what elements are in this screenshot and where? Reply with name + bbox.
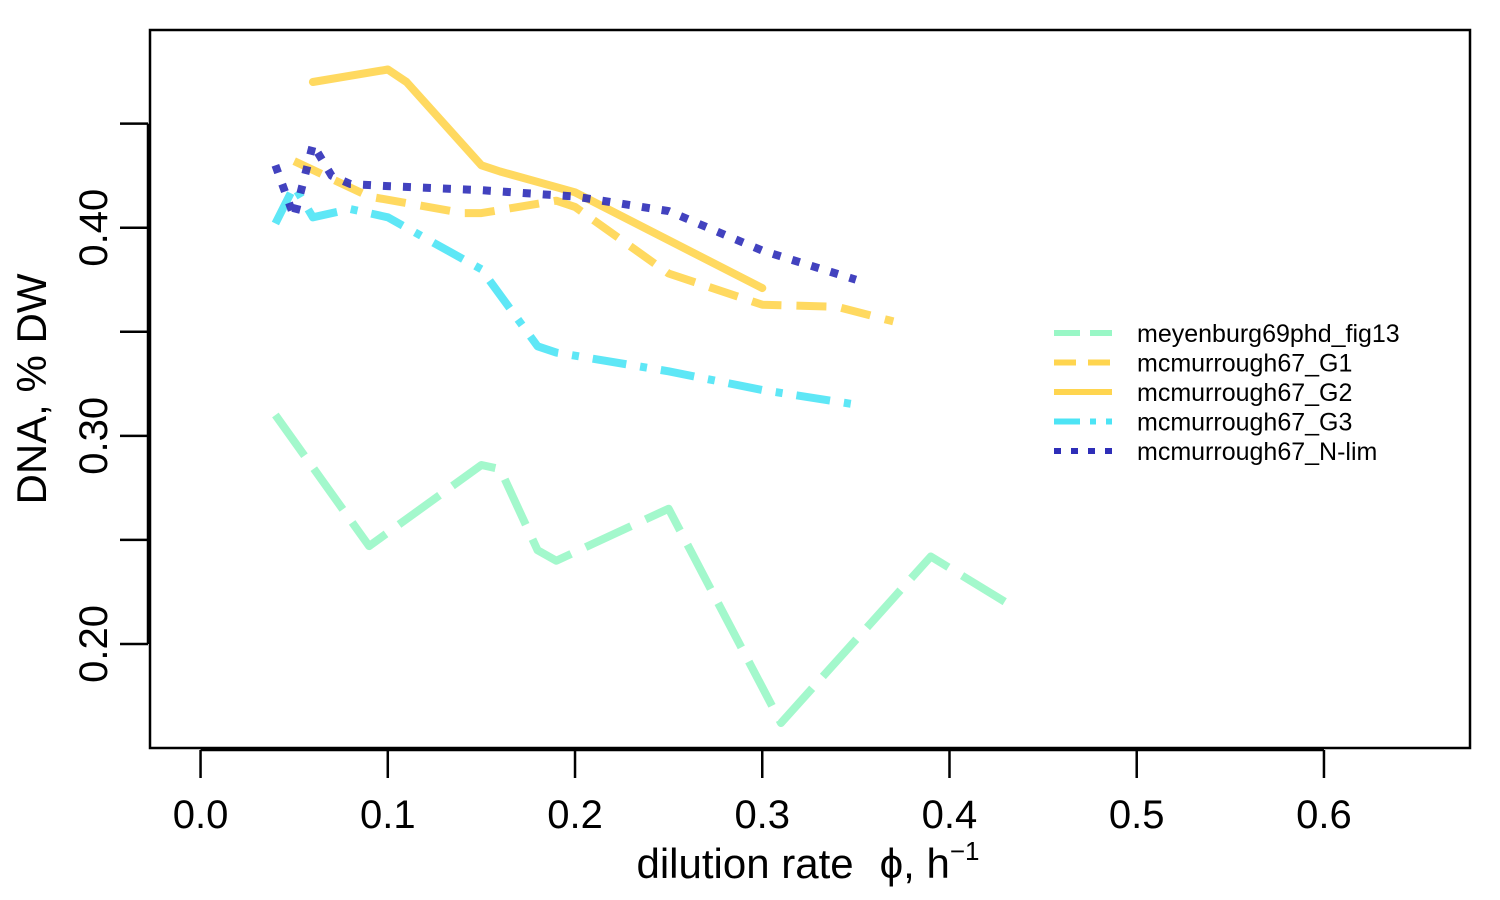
x-tick-label: 0.4 [922,793,978,837]
legend-label-mcmurrough67-n-lim: mcmurrough67_N-lim [1137,438,1377,466]
x-tick-label: 0.6 [1296,793,1352,837]
x-tick-label: 0.5 [1109,793,1165,837]
y-axis-title: DNA, % DW [8,273,55,504]
y-tick-label: 0.40 [72,189,116,267]
series-line-meyenburg69phd-fig13 [272,412,1008,727]
x-axis-unit: , h [903,840,950,887]
y-tick-label: 0.20 [72,605,116,683]
series-line-mcmurrough67-g3 [271,182,857,409]
series-line-mcmurrough67-n-lim [271,140,858,284]
x-axis-title: dilution rate ϕ, h−1 [636,836,979,887]
legend: meyenburg69phd_fig13mcmurrough67_G1mcmur… [1054,320,1400,466]
y-axis: 0.20 0.30 0.40 [72,122,150,683]
series-line-mcmurrough67-g2 [308,65,767,293]
legend-label-mcmurrough67-g1: mcmurrough67_G1 [1137,350,1352,378]
legend-label-mcmurrough67-g3: mcmurrough67_G3 [1137,409,1352,437]
x-tick-label: 0.2 [547,793,603,837]
plot-frame [148,28,1472,750]
x-axis-unit-exponent: −1 [950,836,980,866]
series-line-mcmurrough67-g1 [292,157,895,326]
x-tick-label: 0.3 [734,793,790,837]
x-axis-label: dilution rate [636,840,853,887]
legend-label-mcmurrough67-g2: mcmurrough67_G2 [1137,379,1352,407]
x-tick-label: 0.1 [360,793,416,837]
x-axis-symbol: ϕ [880,840,904,887]
x-axis: 0.0 0.1 0.2 0.3 0.4 0.5 0.6 [173,748,1352,837]
y-tick-label: 0.30 [72,397,116,475]
x-tick-label: 0.0 [173,793,229,837]
legend-label-meyenburg69phd-fig13: meyenburg69phd_fig13 [1137,320,1400,348]
plot-lines [271,65,1008,727]
